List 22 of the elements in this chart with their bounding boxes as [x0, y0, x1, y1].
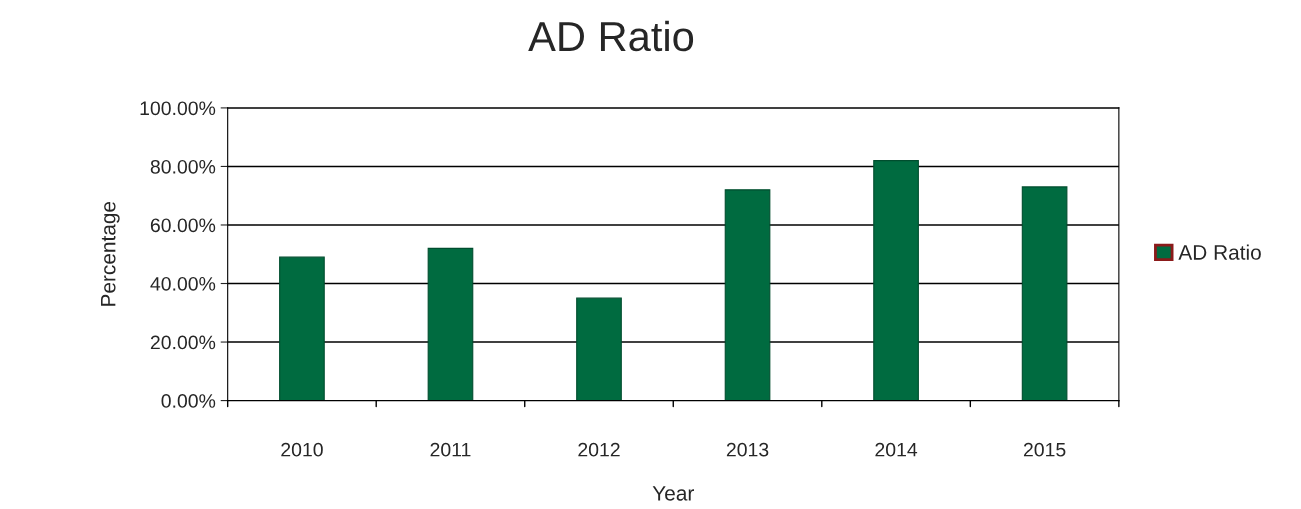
legend-label: AD Ratio	[1178, 244, 1261, 260]
y-tick-label: 80.00%	[150, 159, 216, 174]
x-tick-label: 2012	[578, 442, 620, 457]
x-tick-label: 2010	[281, 442, 323, 457]
x-tick-label: 2013	[726, 442, 769, 457]
bar	[576, 297, 622, 401]
bar	[1021, 186, 1068, 401]
chart-title: AD Ratio	[528, 20, 694, 52]
bar	[873, 160, 919, 401]
x-axis-title: Year	[652, 486, 694, 501]
bar	[724, 189, 771, 401]
x-tick-label: 2011	[430, 442, 471, 457]
x-tick-label: 2014	[875, 442, 918, 457]
y-tick-label: 20.00%	[150, 335, 216, 350]
bar	[279, 256, 325, 401]
y-axis-title: Percentage	[101, 201, 120, 306]
y-tick-label: 100.00%	[140, 101, 216, 116]
y-tick-label: 40.00%	[150, 276, 216, 291]
y-tick-label: 60.00%	[150, 218, 216, 233]
bar	[427, 247, 474, 401]
x-tick-label: 2015	[1023, 442, 1066, 457]
y-tick-label: 0.00%	[161, 394, 216, 408]
